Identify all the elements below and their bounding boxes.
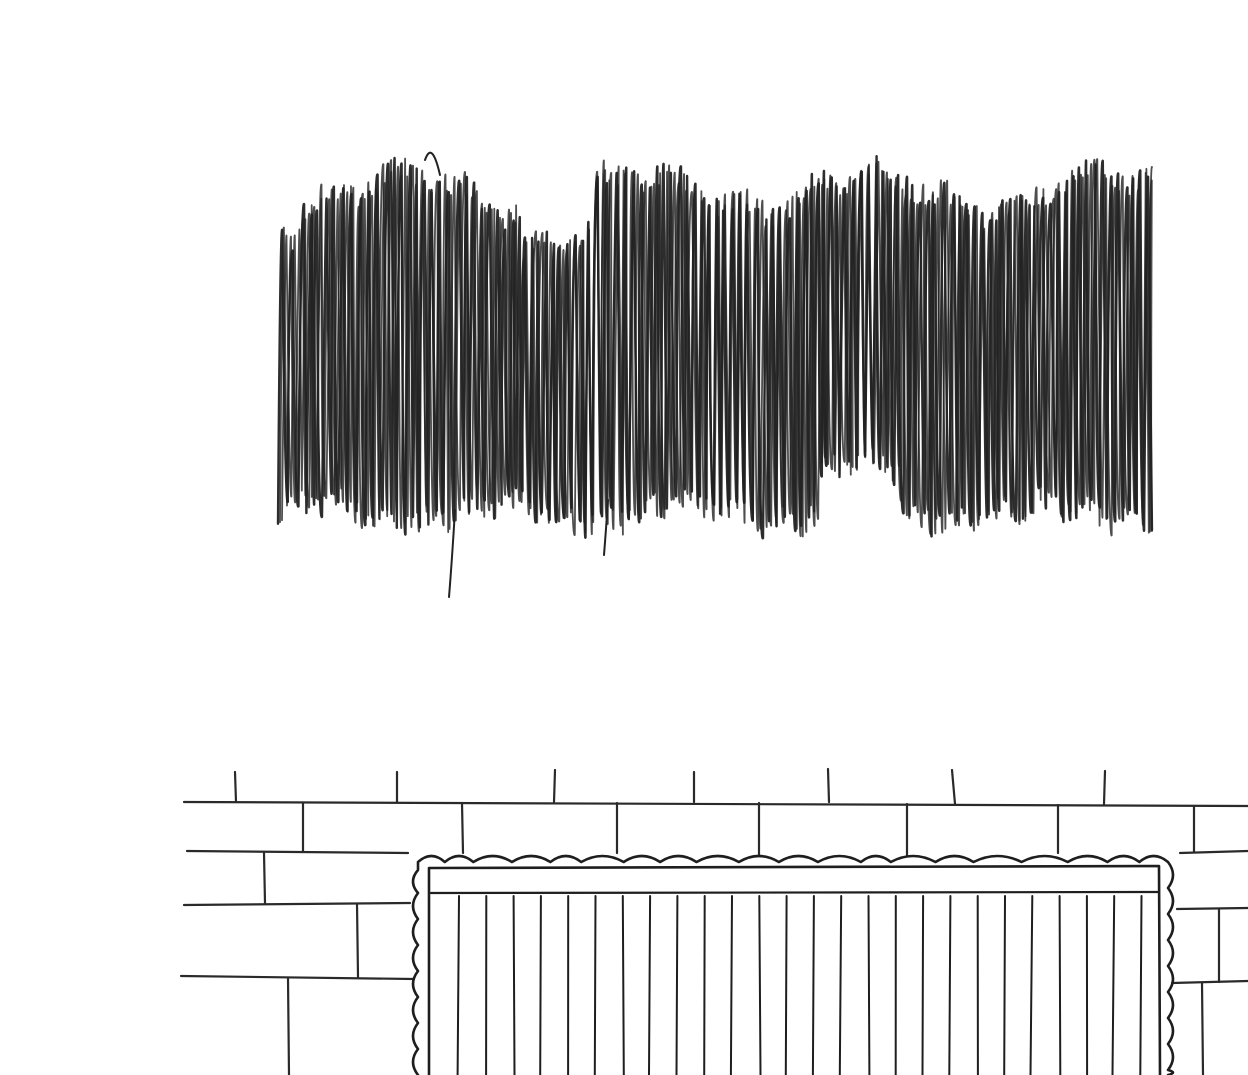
brick-joint — [233, 770, 238, 804]
scribble-stroke — [603, 499, 609, 556]
mortar-line — [182, 901, 412, 907]
mortar-line — [1175, 906, 1248, 911]
scribble-stroke — [424, 151, 441, 176]
panel-slat — [1003, 895, 1006, 1075]
panel-slat — [811, 895, 815, 1075]
panel-slat — [1029, 895, 1034, 1075]
mortar-line — [1178, 849, 1248, 855]
scribble-block — [276, 151, 1154, 598]
brick-joint — [460, 801, 465, 855]
panel-slats — [456, 895, 1143, 1075]
panel-scallop-border — [411, 854, 1175, 1075]
panel-slat — [758, 895, 762, 1075]
mortar-line — [179, 974, 416, 981]
panel-slat — [838, 895, 843, 1075]
panel-rail — [429, 890, 1160, 895]
mortar-line — [1170, 979, 1248, 985]
brick-joint — [950, 768, 957, 806]
panel-slat — [921, 895, 925, 1075]
brick-joint — [826, 767, 831, 804]
panel-slat — [539, 895, 542, 1075]
brick-wall — [179, 767, 1248, 1075]
panel-inner-frame — [427, 864, 1162, 1075]
panel-slat — [621, 895, 625, 1075]
panel-slat — [593, 895, 597, 1075]
brick-joint — [1200, 981, 1205, 1075]
brick-joint — [552, 768, 557, 804]
brick-joint — [1102, 769, 1107, 806]
panel-slat — [784, 895, 788, 1075]
scribble-stroke — [281, 157, 1153, 537]
scalloped-panel — [411, 854, 1175, 1075]
panel-slat — [1139, 895, 1143, 1075]
mortar-line — [185, 849, 410, 855]
panel-slat — [456, 895, 460, 1075]
scribble-stroke — [448, 509, 456, 598]
panel-slat — [648, 895, 652, 1075]
panel-slat — [1111, 895, 1116, 1075]
brick-joint — [286, 976, 291, 1075]
panel-slat — [703, 895, 706, 1075]
panel-slat — [1058, 895, 1062, 1075]
mortar-line — [182, 800, 1248, 808]
brick-joint — [355, 902, 360, 979]
panel-slat — [948, 895, 952, 1075]
panel-slat — [729, 895, 733, 1075]
brick-joint — [262, 851, 267, 905]
panel-slat — [867, 895, 871, 1075]
panel-slat — [675, 895, 679, 1075]
panel-slat — [512, 895, 516, 1075]
